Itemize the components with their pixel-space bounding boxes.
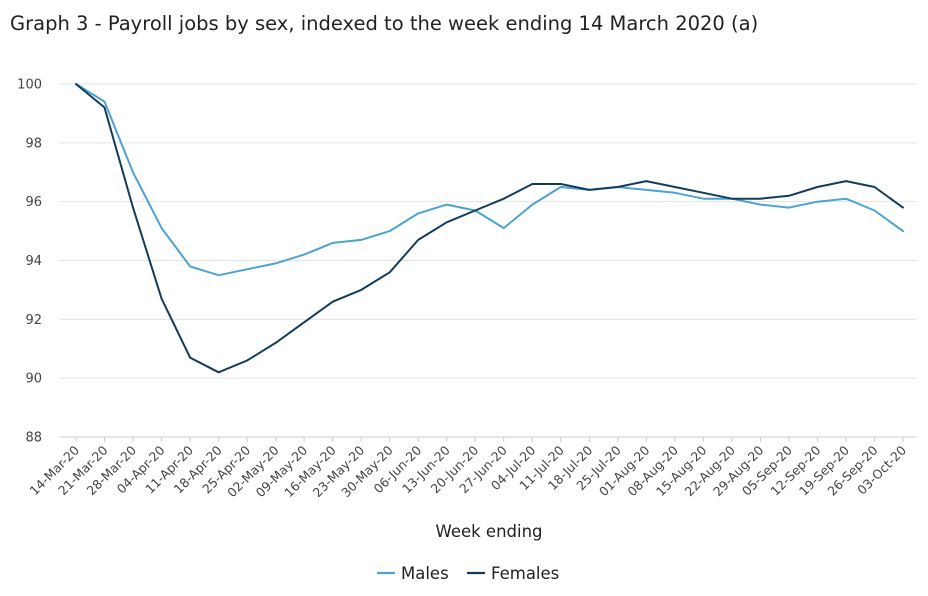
legend-item-females: Females xyxy=(467,564,559,583)
y-tick-label: 94 xyxy=(25,254,42,269)
x-axis-label: Week ending xyxy=(435,522,542,541)
y-tick-label: 92 xyxy=(25,313,42,328)
y-axis-ticks: 88 90 92 94 96 98 100 xyxy=(17,78,42,446)
series-line-females xyxy=(75,83,904,374)
y-tick-label: 100 xyxy=(17,78,42,93)
chart-title: Graph 3 - Payroll jobs by sex, indexed t… xyxy=(10,12,759,35)
y-tick-label: 96 xyxy=(25,195,42,210)
legend-item-males: Males xyxy=(377,564,449,583)
series-line-males xyxy=(75,83,904,277)
legend: Males Females xyxy=(377,564,559,583)
x-axis-ticks: 14-Mar-2021-Mar-2028-Mar-2004-Apr-2011-A… xyxy=(27,437,909,500)
legend-label: Males xyxy=(401,564,449,583)
y-tick-label: 98 xyxy=(25,136,42,151)
y-tick-label: 90 xyxy=(25,372,42,387)
y-tick-label: 88 xyxy=(25,431,42,446)
series-lines xyxy=(75,83,904,374)
gridlines xyxy=(60,83,916,379)
legend-label: Females xyxy=(491,564,559,583)
